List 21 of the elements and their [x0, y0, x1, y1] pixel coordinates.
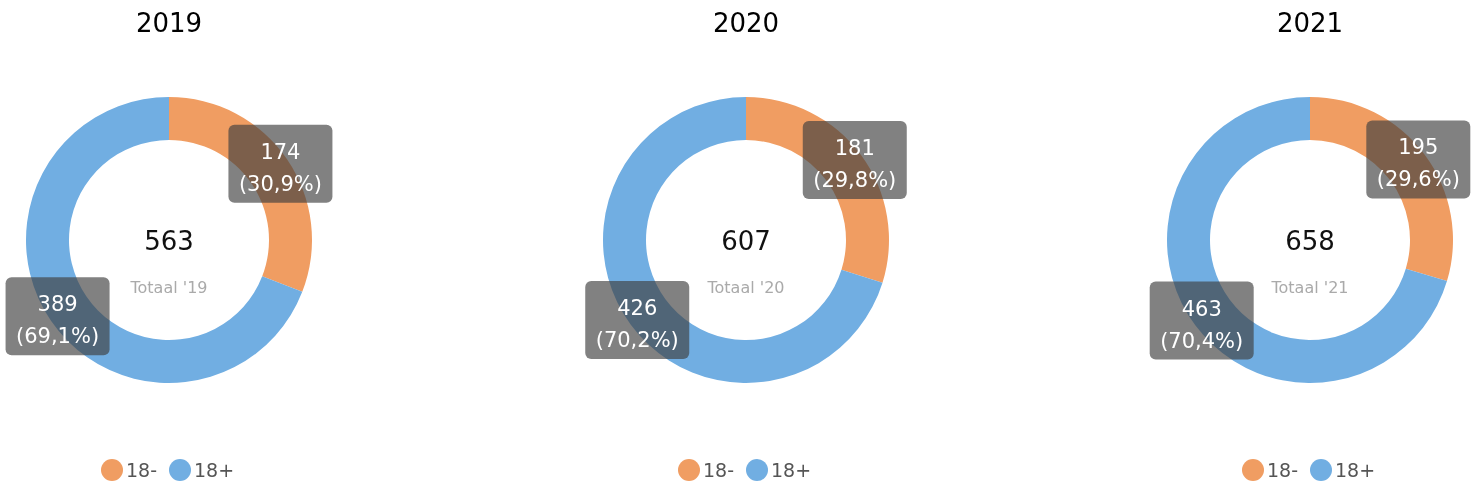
- text: 607: [721, 226, 771, 256]
- legend-label: 18+: [194, 459, 235, 481]
- data-label: 181 (29,8%): [813, 136, 897, 193]
- text: Totaal '21: [1270, 278, 1349, 297]
- data-label: 389 (69,1%): [16, 292, 100, 349]
- data-label: 426 (70,2%): [595, 295, 679, 352]
- legend-label: 18-: [703, 459, 735, 481]
- legend-label: 18-: [1267, 459, 1299, 481]
- chart-title: 2021: [1276, 8, 1344, 38]
- data-label: 195 (29,6%): [1376, 135, 1460, 192]
- chart-title: 2020: [712, 8, 780, 38]
- data-label: 463 (70,4%): [1160, 296, 1244, 353]
- chart-title: 2019: [135, 8, 203, 38]
- text: Totaal '19: [129, 278, 208, 297]
- legend-label: 18+: [1335, 459, 1376, 481]
- text: 658: [1285, 226, 1335, 256]
- legend-label: 18+: [771, 459, 812, 481]
- legend-label: 18-: [126, 459, 158, 481]
- data-label: 174 (30,9%): [238, 139, 322, 196]
- text: Totaal '20: [706, 278, 785, 297]
- text: 563: [144, 226, 194, 256]
